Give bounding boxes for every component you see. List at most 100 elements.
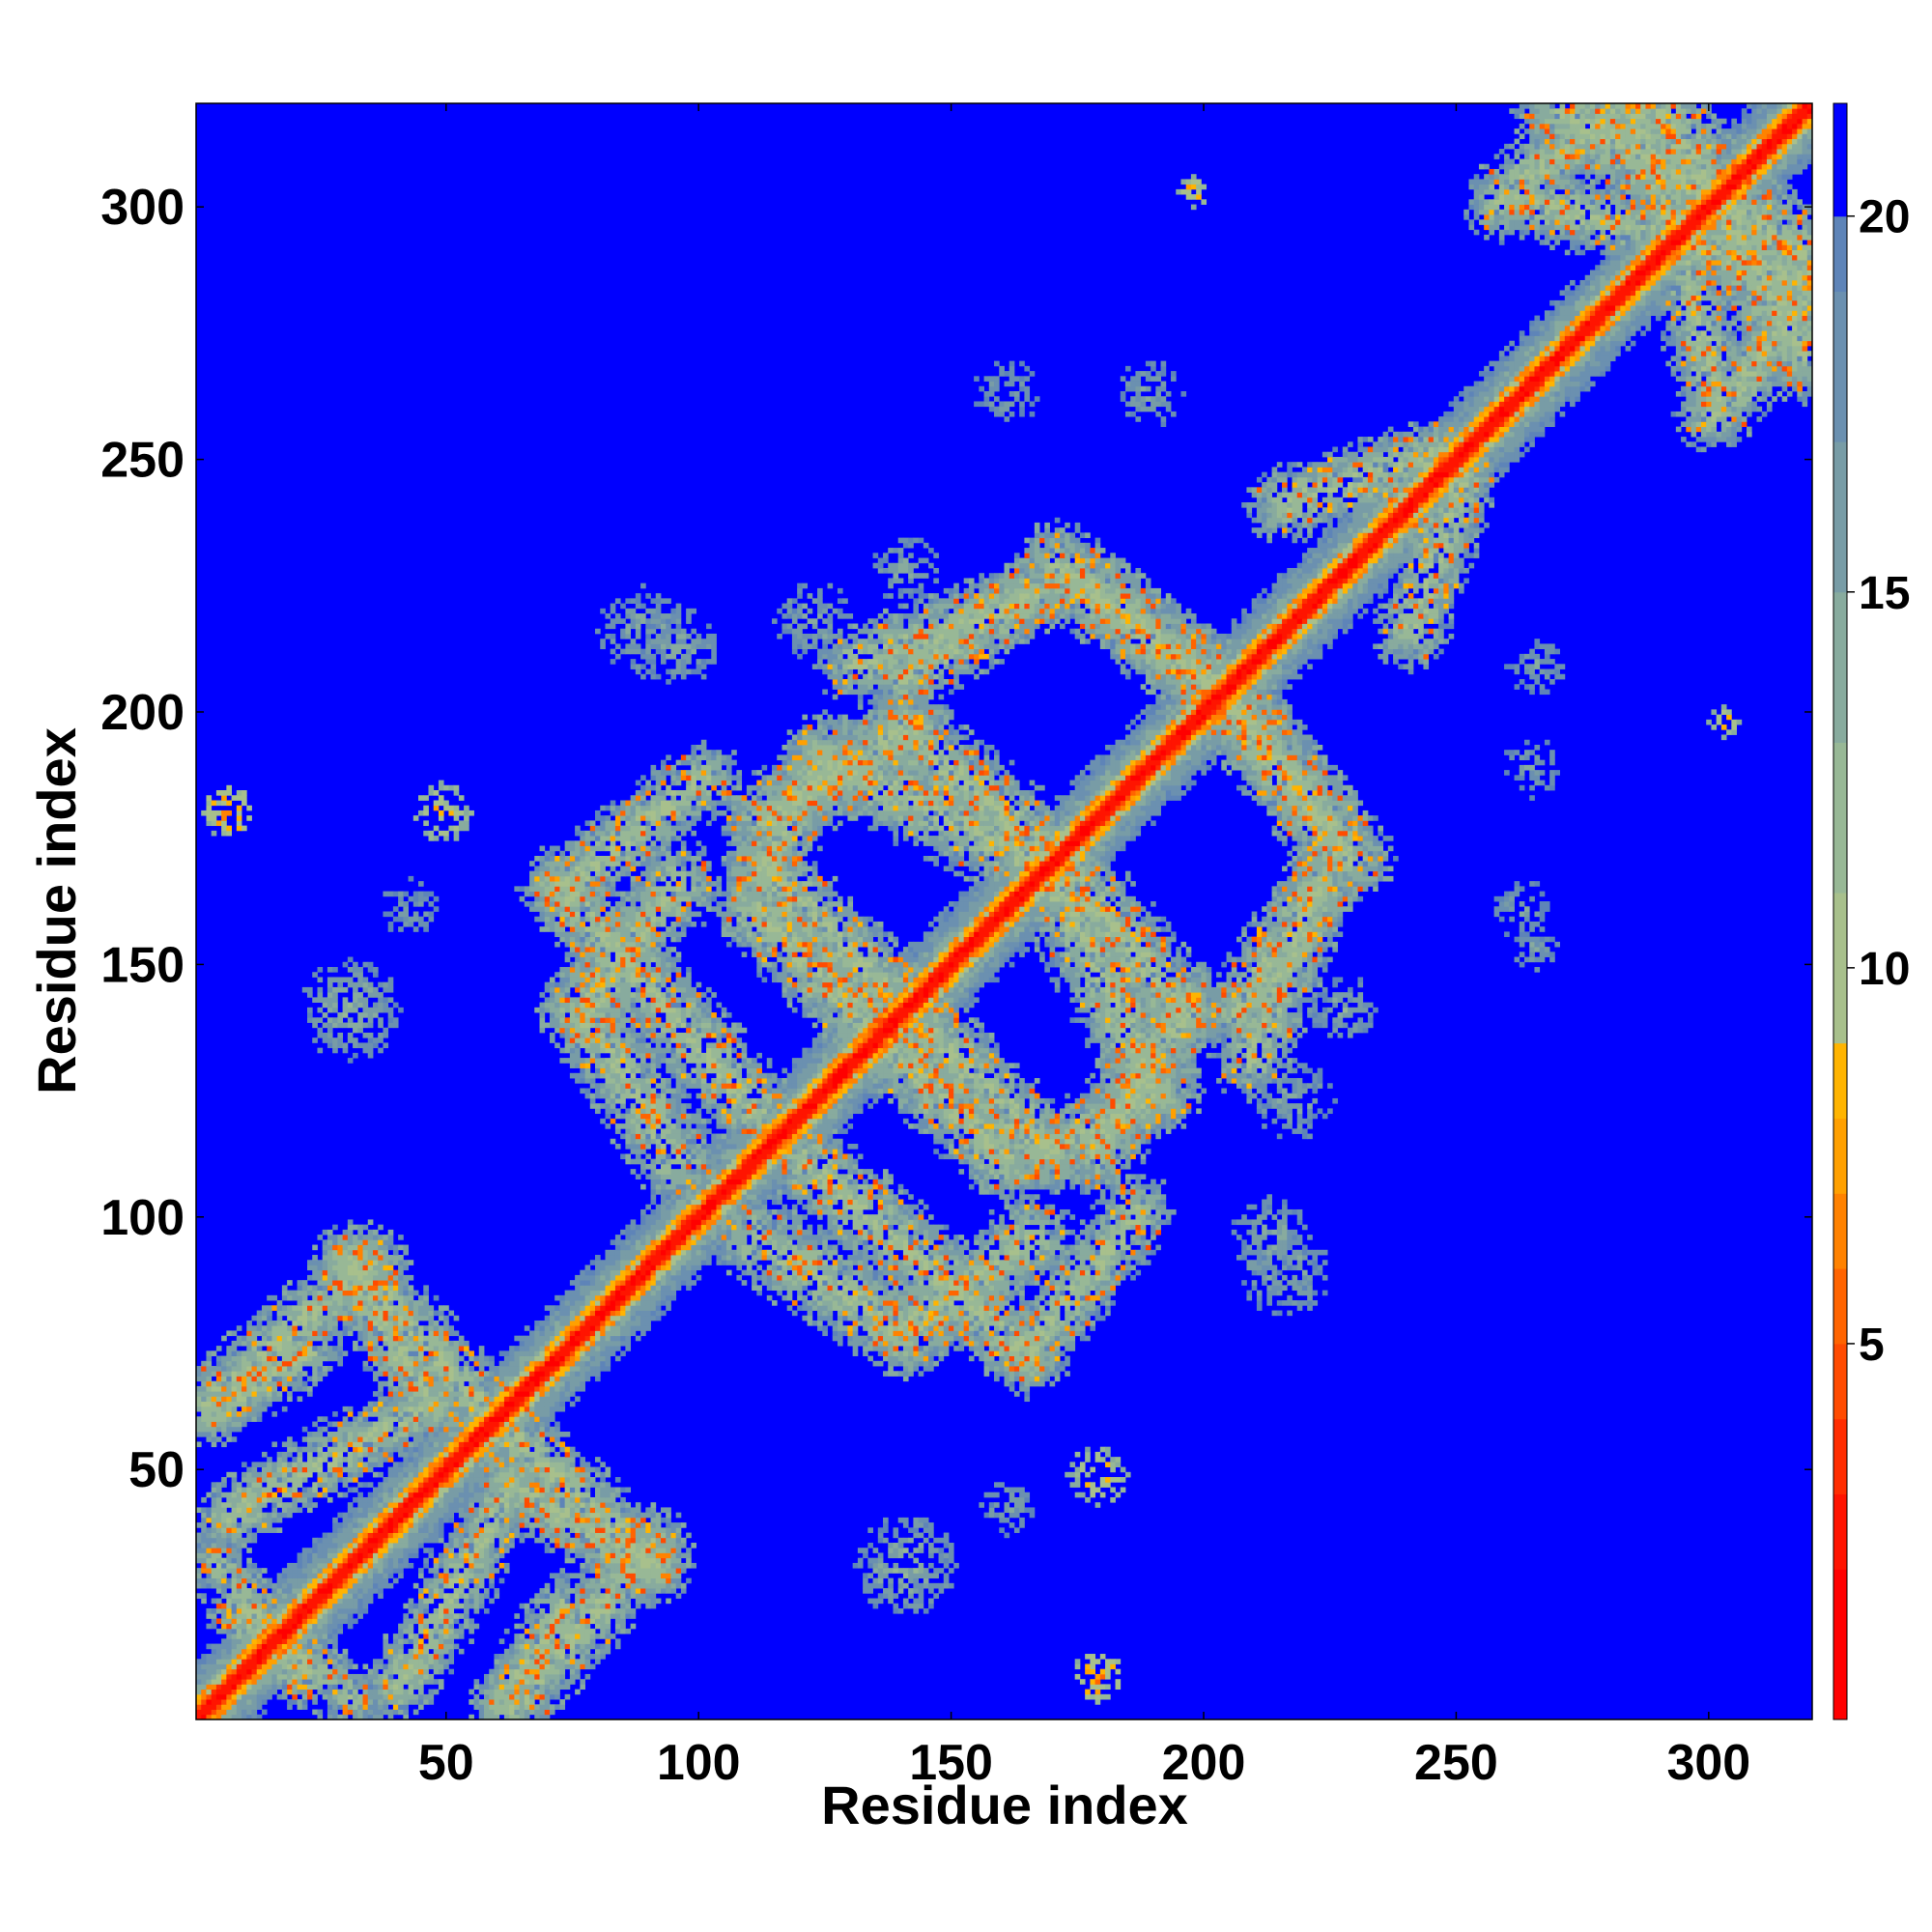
heatmap-cell [412, 1441, 419, 1448]
heatmap-cell [913, 1603, 920, 1609]
heatmap-cell [301, 1380, 308, 1387]
heatmap-cell [211, 1502, 217, 1508]
heatmap-cell [372, 1573, 379, 1579]
heatmap-cell [469, 1638, 474, 1644]
heatmap-cell [1024, 1376, 1031, 1382]
heatmap-cell [494, 1396, 500, 1403]
heatmap-cell [297, 1679, 303, 1685]
heatmap-cell [443, 1543, 449, 1548]
heatmap-cell [297, 1462, 303, 1467]
heatmap-cell [403, 1421, 409, 1428]
heatmap-cell [489, 1704, 495, 1710]
heatmap-cell [575, 1376, 581, 1382]
heatmap-cell [1019, 1502, 1025, 1508]
heatmap-cell [503, 1391, 510, 1397]
heatmap-cell [524, 1699, 530, 1705]
heatmap-cell [412, 1607, 419, 1614]
heatmap-cell [287, 1598, 293, 1605]
heatmap-cell [287, 1673, 293, 1680]
heatmap-cell [297, 1588, 303, 1594]
heatmap-cell [357, 1582, 363, 1589]
heatmap-cell [554, 1704, 560, 1710]
heatmap-cell [453, 1593, 460, 1599]
heatmap-cell [201, 1557, 207, 1564]
heatmap-cell [211, 1709, 217, 1716]
heatmap-cell [448, 1391, 455, 1397]
heatmap-cell [524, 1426, 530, 1433]
heatmap-cell [231, 1396, 238, 1403]
heatmap-cell [448, 1577, 455, 1584]
heatmap-cell [549, 1380, 555, 1387]
heatmap-cell [332, 1568, 338, 1574]
heatmap-cell [478, 1577, 485, 1584]
heatmap-cell [332, 1477, 338, 1483]
heatmap-cell [312, 1562, 318, 1569]
heatmap-cell [888, 1548, 894, 1553]
heatmap-cell [398, 1709, 404, 1716]
heatmap-cell [544, 1654, 551, 1660]
heatmap-cell [408, 1607, 414, 1614]
heatmap-cell [201, 1401, 207, 1407]
heatmap-cell [559, 1482, 566, 1488]
heatmap-cell [478, 1396, 485, 1403]
heatmap-cell [287, 1396, 293, 1403]
heatmap-cell [383, 1679, 389, 1685]
heatmap-cell [322, 1603, 328, 1609]
heatmap-cell [242, 1613, 247, 1619]
heatmap-cell [357, 1709, 363, 1716]
heatmap-cell [589, 1548, 596, 1553]
heatmap-cell [211, 1607, 217, 1614]
heatmap-cell [489, 1492, 495, 1498]
heatmap-cell [610, 1548, 616, 1553]
heatmap-cell [489, 1532, 495, 1539]
heatmap-cell [529, 1527, 535, 1533]
heatmap-cell [514, 1446, 520, 1453]
heatmap-cell [246, 1548, 252, 1553]
heatmap-cell [534, 1507, 540, 1514]
heatmap-cell [423, 1477, 429, 1483]
heatmap-cell [503, 1432, 510, 1437]
heatmap-cell [342, 1446, 349, 1453]
heatmap-cell [251, 1502, 258, 1508]
heatmap-cell [519, 1436, 526, 1442]
heatmap-cell [438, 1432, 444, 1437]
heatmap-cell [211, 1543, 217, 1548]
heatmap-cell [387, 1548, 394, 1553]
heatmap-cell [539, 1654, 546, 1660]
heatmap-cell [473, 1391, 480, 1397]
heatmap-cell [287, 1441, 293, 1448]
heatmap-cell [453, 1426, 460, 1433]
heatmap-cell [458, 1502, 465, 1508]
heatmap-cell [398, 1411, 404, 1417]
heatmap-cell [206, 1643, 213, 1650]
heatmap-cell [595, 1507, 601, 1514]
heatmap-cell [307, 1668, 313, 1675]
heatmap-cell [605, 1582, 611, 1589]
heatmap-cell [362, 1416, 369, 1422]
heatmap-cell [625, 1582, 632, 1589]
heatmap-cell [367, 1679, 374, 1685]
heatmap-cell [383, 1432, 389, 1437]
heatmap-cell [433, 1638, 440, 1644]
heatmap-cell [423, 1634, 429, 1639]
heatmap-cell [539, 1618, 546, 1625]
heatmap-cell [292, 1462, 298, 1467]
heatmap-cell [242, 1477, 247, 1483]
heatmap-cell [605, 1603, 611, 1609]
heatmap-cell [529, 1451, 535, 1458]
heatmap-cell [276, 1477, 283, 1483]
heatmap-cell [271, 1643, 278, 1650]
heatmap-cell [625, 1568, 632, 1574]
heatmap-cell [544, 1588, 551, 1594]
heatmap-cell [246, 1643, 252, 1650]
heatmap-cell [428, 1411, 435, 1417]
heatmap-cell [357, 1552, 363, 1559]
heatmap-cell [201, 1416, 207, 1422]
heatmap-cell [549, 1654, 555, 1660]
heatmap-cell [211, 1411, 217, 1417]
heatmap-cell [614, 1607, 621, 1614]
heatmap-cell [398, 1704, 404, 1710]
heatmap-cell [236, 1391, 242, 1397]
heatmap-cell [438, 1607, 444, 1614]
heatmap-cell [367, 1451, 374, 1458]
